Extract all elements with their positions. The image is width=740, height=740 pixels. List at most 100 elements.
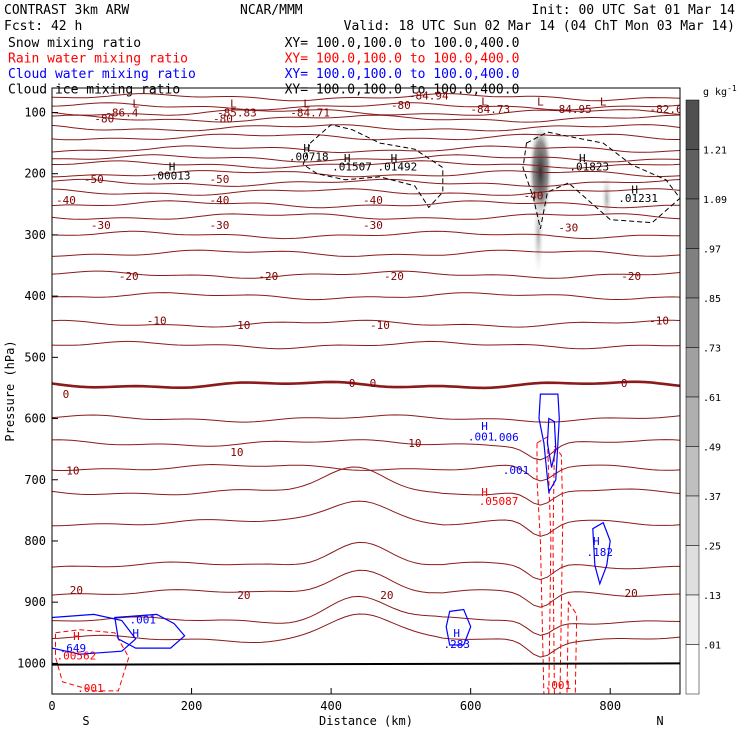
- isotherm-line: [52, 124, 680, 132]
- colorbar-tick-label: 1.21: [703, 146, 727, 157]
- extremum-label: .001: [468, 430, 495, 443]
- surface-line: [52, 662, 680, 666]
- isotherm-label: -20: [384, 270, 404, 283]
- extremum-label: L: [600, 95, 607, 108]
- isotherm-line: [52, 319, 680, 328]
- isotherm-line: [52, 466, 680, 506]
- isotherm-label: 10: [66, 465, 79, 478]
- colorbar-segment: [685, 248, 700, 299]
- isotherm-label: -80: [213, 113, 233, 126]
- extremum-label: .283: [443, 638, 470, 651]
- isotherm-line: [52, 92, 680, 102]
- colorbar-unit: g kg-1: [703, 84, 737, 98]
- legend-label: Rain water mixing ratio: [8, 52, 188, 67]
- isotherm-label: -10: [370, 319, 390, 332]
- extremum-label: .01492: [378, 160, 418, 173]
- colorbar-tick-label: 1.09: [703, 195, 727, 206]
- snow-shading: [528, 126, 613, 280]
- isotherm-label: -10: [147, 315, 167, 328]
- init-time: Init: 00 UTC Sat 01 Mar 14: [532, 3, 736, 18]
- colorbar-tick-label: .85: [703, 294, 721, 305]
- isotherm-label: -50: [210, 173, 230, 186]
- extremum-label: .001: [545, 679, 572, 692]
- isotherm-label: -20: [119, 270, 139, 283]
- plot-frame: [51, 87, 681, 695]
- y-tick-label: 600: [24, 412, 46, 426]
- extremum-label: -84.73: [470, 103, 510, 116]
- cloud-water-contour: [592, 521, 611, 586]
- isotherm-line: [52, 145, 680, 154]
- isotherm-label: -40: [210, 194, 230, 207]
- cloud-water-contour: [445, 608, 472, 646]
- extremum-label: .649: [60, 642, 87, 655]
- isotherm-label: 0: [370, 377, 377, 390]
- extremum-label: H: [593, 535, 600, 548]
- isotherm-label: 0: [349, 377, 356, 390]
- extremum-label: .01231: [618, 192, 658, 205]
- colorbar-tick-label: .61: [703, 393, 721, 404]
- colorbar-segment: [685, 347, 700, 398]
- extremum-label: H: [453, 627, 460, 640]
- south-label: S: [82, 714, 89, 728]
- isotherm-label: -10: [649, 315, 669, 328]
- snow-secondary: [600, 170, 613, 227]
- colorbar: 1.21 1.09 .97 .85 .73 .61 .49 .37 .25 .13 .01: [685, 99, 727, 695]
- isotherm-line: [52, 133, 680, 141]
- isotherm-line: [52, 170, 680, 178]
- extremum-label: H: [169, 160, 176, 173]
- legend-label: Cloud water mixing ratio: [8, 67, 196, 82]
- isotherm-label: 20: [70, 584, 83, 597]
- isotherm-label: -20: [258, 270, 278, 283]
- isotherm-label: -30: [558, 222, 578, 235]
- field-legend: Snow mixing ratio XY= 100.0,100.0 to 100.…: [8, 36, 519, 98]
- extremum-label: .01823: [569, 160, 609, 173]
- extremum-label: -84.95: [552, 103, 592, 116]
- extremum-label: .00718: [289, 151, 329, 164]
- isotherm-line: [52, 109, 680, 116]
- legend-label: Snow mixing ratio: [8, 36, 141, 51]
- extremum-label: L: [481, 95, 488, 108]
- isotherm-label: -30: [91, 219, 111, 232]
- extremum-label: H: [579, 152, 586, 165]
- isotherm-label: -30: [210, 219, 230, 232]
- y-axis-title: Pressure (hPa): [3, 340, 17, 441]
- colorbar-segment: [685, 198, 700, 249]
- colorbar-segment: [685, 644, 700, 695]
- rain-contour: [566, 600, 578, 694]
- isotherm-line: [52, 230, 680, 240]
- x-tick-label: 600: [460, 699, 482, 713]
- y-tick-label: 300: [24, 228, 46, 242]
- legend-xy: XY= 100.0,100.0 to 100.0,400.0: [285, 52, 520, 67]
- isotherm-line: [52, 414, 680, 423]
- y-tick-label: 700: [24, 473, 46, 487]
- isotherm-line: [52, 380, 680, 390]
- isotherm-label: 0: [63, 388, 70, 401]
- colorbar-segment: [685, 495, 700, 546]
- extremum-label: H: [391, 152, 398, 165]
- y-tick-label: 100: [24, 105, 46, 119]
- isotherm-line: [52, 463, 680, 482]
- extremum-label: L: [230, 97, 237, 110]
- extremum-label: H: [303, 142, 310, 155]
- colorbar-segment: [685, 297, 700, 348]
- y-tick-label: 800: [24, 534, 46, 548]
- extremum-label: -85.83: [217, 106, 257, 119]
- legend-xy: XY= 100.0,100.0 to 100.0,400.0: [285, 36, 520, 51]
- x-tick-label: 200: [181, 699, 203, 713]
- extremum-label: .00013: [151, 170, 191, 183]
- isotherm-line: [52, 213, 680, 220]
- isotherm-label: 10: [408, 437, 421, 450]
- colorbar-segment: [685, 594, 700, 645]
- cloud-water-contours: [52, 393, 611, 655]
- x-tick-label: 800: [599, 699, 621, 713]
- rain-water-contours: [55, 436, 578, 694]
- valid-time: Valid: 18 UTC Sun 02 Mar 14 (04 ChT Mon …: [344, 19, 735, 34]
- y-tick-label: 200: [24, 167, 46, 181]
- isotherm-line: [52, 249, 680, 257]
- cloud-ice-contours: [302, 124, 680, 229]
- extremum-label: -86.4: [105, 106, 138, 119]
- colorbar-tick-label: .01: [703, 641, 721, 652]
- extremum-label: -84.94: [409, 89, 449, 102]
- colorbar-tick-label: .73: [703, 344, 721, 355]
